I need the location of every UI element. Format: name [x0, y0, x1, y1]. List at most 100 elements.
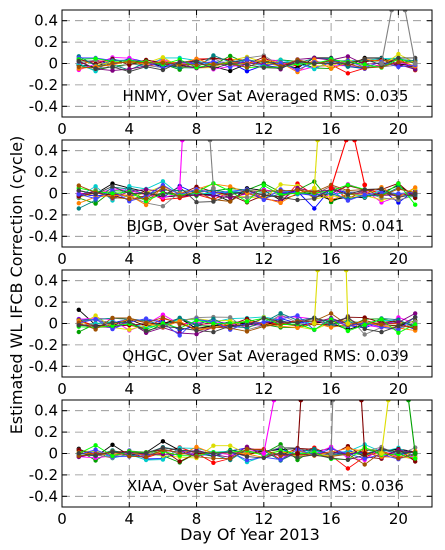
- data-point: [93, 317, 98, 322]
- data-point: [93, 201, 98, 206]
- y-tick-label: -0.4: [29, 97, 58, 115]
- y-tick-label: 0.4: [34, 402, 58, 420]
- data-point: [76, 58, 82, 64]
- x-tick-label: 20: [389, 120, 408, 138]
- data-point: [345, 188, 351, 193]
- data-point: [110, 326, 115, 332]
- data-point: [362, 332, 367, 337]
- data-point: [413, 67, 418, 72]
- data-point: [93, 66, 98, 72]
- outlier-point: [343, 140, 349, 143]
- data-point: [413, 202, 418, 207]
- data-point: [379, 186, 384, 191]
- data-point: [345, 192, 351, 197]
- data-point: [328, 66, 334, 71]
- data-point: [160, 324, 166, 329]
- x-tick-label: 20: [389, 250, 408, 268]
- outlier-line: [407, 400, 416, 454]
- outlier-point: [271, 400, 277, 403]
- outlier-point: [389, 10, 394, 13]
- data-point: [211, 61, 216, 67]
- data-point: [127, 319, 132, 324]
- data-point: [143, 187, 149, 192]
- data-point: [93, 447, 98, 452]
- data-point: [413, 311, 418, 316]
- outlier-point: [343, 270, 349, 273]
- y-tick-label: 0: [48, 315, 58, 333]
- data-point: [362, 318, 367, 323]
- y-tick-label: 0.2: [34, 293, 58, 311]
- data-point: [110, 195, 115, 200]
- data-point: [211, 325, 216, 330]
- outlier-point: [315, 140, 320, 143]
- outlier-point: [328, 185, 334, 191]
- data-point: [362, 62, 367, 67]
- outlier-line: [313, 270, 319, 324]
- data-point: [143, 454, 149, 460]
- data-point: [194, 322, 199, 328]
- data-point: [228, 456, 233, 461]
- data-point: [379, 329, 384, 335]
- data-point: [194, 328, 199, 333]
- outlier-point: [261, 451, 267, 456]
- data-point: [345, 452, 351, 457]
- data-point: [413, 325, 418, 331]
- x-tick-label: 4: [124, 510, 134, 528]
- data-point: [244, 62, 250, 67]
- data-point: [396, 181, 401, 186]
- data-point: [211, 66, 216, 71]
- outlier-point: [412, 451, 418, 456]
- outlier-point: [311, 321, 317, 326]
- data-point: [127, 59, 132, 65]
- outlier-line: [330, 400, 334, 454]
- outlier-line: [296, 400, 302, 454]
- data-point: [244, 199, 250, 204]
- data-point: [177, 321, 182, 327]
- data-point: [261, 320, 266, 325]
- data-point: [76, 323, 82, 328]
- x-tick-label: 8: [192, 120, 202, 138]
- data-point: [328, 325, 334, 330]
- data-point: [295, 455, 300, 460]
- data-point: [160, 321, 166, 326]
- data-point: [143, 202, 149, 208]
- data-point: [278, 182, 283, 187]
- x-tick-label: 0: [57, 120, 67, 138]
- data-point: [110, 450, 115, 455]
- data-point: [244, 329, 250, 334]
- rms-label: QHGC, Over Sat Averaged RMS: 0.039: [122, 347, 408, 365]
- y-tick-label: 0: [48, 445, 58, 463]
- data-point: [228, 53, 233, 59]
- data-point: [278, 66, 283, 71]
- x-tick-label: 0: [57, 510, 67, 528]
- data-point: [228, 315, 233, 320]
- data-point: [110, 315, 115, 321]
- data-point: [228, 443, 233, 448]
- data-point: [278, 457, 283, 462]
- data-point: [160, 179, 166, 184]
- data-point: [194, 454, 199, 459]
- data-point: [261, 197, 266, 203]
- x-tick-label: 20: [389, 510, 408, 528]
- data-point: [261, 324, 266, 329]
- data-point: [93, 443, 98, 448]
- data-point: [228, 323, 233, 329]
- outlier-point: [362, 451, 368, 456]
- data-point: [345, 71, 351, 76]
- x-tick-label: 0: [57, 250, 67, 268]
- y-tick-label: -0.4: [29, 227, 58, 245]
- data-point: [93, 184, 98, 189]
- data-point: [312, 196, 317, 201]
- y-tick-label: 0: [48, 55, 58, 73]
- outlier-point: [385, 400, 391, 403]
- data-point: [143, 450, 149, 456]
- panel-qhgc: 0.4 0.2 0 -0.2 -0.4 0 4 8 12 16 20 QHGC, Over Sat A…: [29, 269, 433, 398]
- data-point: [396, 456, 401, 461]
- y-tick-label: -0.2: [29, 466, 58, 484]
- data-point: [396, 59, 401, 65]
- data-point: [278, 61, 283, 66]
- data-point: [76, 206, 82, 211]
- x-tick-label: 20: [389, 380, 408, 398]
- data-point: [345, 54, 351, 59]
- y-tick-label: -0.4: [29, 357, 58, 375]
